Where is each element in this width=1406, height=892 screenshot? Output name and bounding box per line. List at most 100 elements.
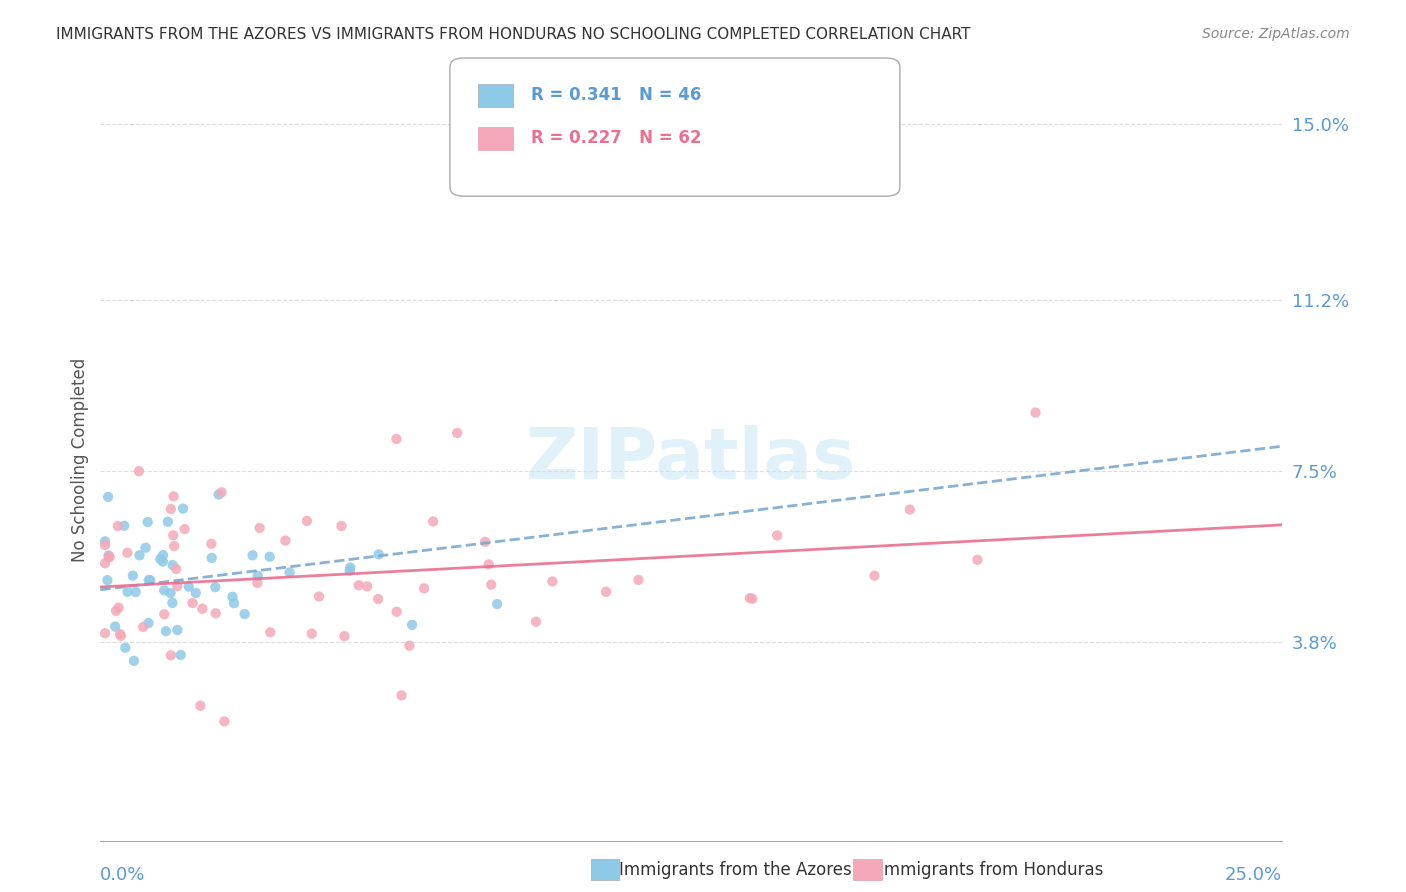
Point [166, 579, 188, 593]
Point [153, 583, 176, 598]
Point [173, 522, 195, 536]
Point [162, 558, 184, 572]
Point [274, 533, 297, 548]
Point [149, 552, 172, 566]
Point [347, 578, 370, 592]
Point [105, 604, 128, 618]
Point [295, 514, 318, 528]
Point [246, 576, 269, 591]
Point [474, 534, 496, 549]
Point [259, 549, 281, 564]
Point [121, 568, 143, 582]
Point [190, 698, 212, 713]
Point [170, 648, 193, 662]
Point [160, 502, 183, 516]
Point [308, 590, 330, 604]
Point [207, 487, 229, 501]
Point [165, 562, 187, 576]
Point [132, 620, 155, 634]
Point [333, 629, 356, 643]
Point [741, 591, 763, 606]
Point [94, 626, 117, 640]
Point [172, 501, 194, 516]
Point [595, 584, 617, 599]
Point [94, 556, 117, 570]
Point [98, 549, 121, 564]
Point [108, 627, 131, 641]
Point [1024, 405, 1046, 419]
Point [136, 515, 159, 529]
Point [204, 607, 226, 621]
Point [413, 582, 436, 596]
Point [541, 574, 564, 589]
Point [97, 549, 120, 563]
Point [446, 425, 468, 440]
Text: IMMIGRANTS FROM THE AZORES VS IMMIGRANTS FROM HONDURAS NO SCHOOLING COMPLETED CO: IMMIGRANTS FROM THE AZORES VS IMMIGRANTS… [56, 27, 970, 42]
Point [863, 568, 886, 582]
Point [184, 586, 207, 600]
Point [97, 549, 120, 564]
Point [738, 591, 761, 606]
Point [339, 564, 361, 578]
Point [249, 521, 271, 535]
Text: ZIPatlas: ZIPatlas [526, 425, 856, 494]
Point [221, 590, 243, 604]
Point [138, 573, 160, 587]
Point [479, 577, 502, 591]
Point [139, 573, 162, 587]
Point [233, 607, 256, 621]
Point [107, 519, 129, 533]
Text: Immigrants from the Azores: Immigrants from the Azores [619, 861, 852, 879]
Point [627, 573, 650, 587]
Text: R = 0.341   N = 46: R = 0.341 N = 46 [531, 87, 702, 104]
Text: Source: ZipAtlas.com: Source: ZipAtlas.com [1202, 27, 1350, 41]
Point [181, 596, 204, 610]
Point [200, 537, 222, 551]
Text: 25.0%: 25.0% [1225, 866, 1282, 884]
Point [301, 626, 323, 640]
Point [160, 648, 183, 663]
Point [159, 586, 181, 600]
Point [391, 689, 413, 703]
Point [766, 528, 789, 542]
Point [214, 714, 236, 729]
Point [153, 607, 176, 622]
Point [356, 579, 378, 593]
Point [155, 624, 177, 639]
Point [152, 548, 174, 562]
Point [128, 464, 150, 478]
Point [201, 550, 224, 565]
Point [162, 528, 184, 542]
Point [94, 534, 117, 549]
Point [162, 489, 184, 503]
Point [107, 600, 129, 615]
Point [114, 640, 136, 655]
Point [135, 541, 157, 555]
Text: 0.0%: 0.0% [100, 866, 146, 884]
Point [478, 558, 501, 572]
Point [163, 539, 186, 553]
Point [112, 518, 135, 533]
Point [339, 560, 361, 574]
Point [401, 618, 423, 632]
Point [242, 549, 264, 563]
Point [117, 546, 139, 560]
Point [278, 566, 301, 580]
Point [138, 615, 160, 630]
Point [204, 580, 226, 594]
Point [259, 625, 281, 640]
Point [211, 485, 233, 500]
Point [96, 573, 118, 587]
Point [422, 515, 444, 529]
Point [367, 592, 389, 607]
Y-axis label: No Schooling Completed: No Schooling Completed [72, 358, 89, 561]
Point [122, 654, 145, 668]
Point [94, 538, 117, 552]
Point [367, 547, 389, 561]
Point [191, 601, 214, 615]
Point [104, 619, 127, 633]
Point [162, 596, 184, 610]
Point [97, 490, 120, 504]
Point [128, 549, 150, 563]
Point [486, 597, 509, 611]
